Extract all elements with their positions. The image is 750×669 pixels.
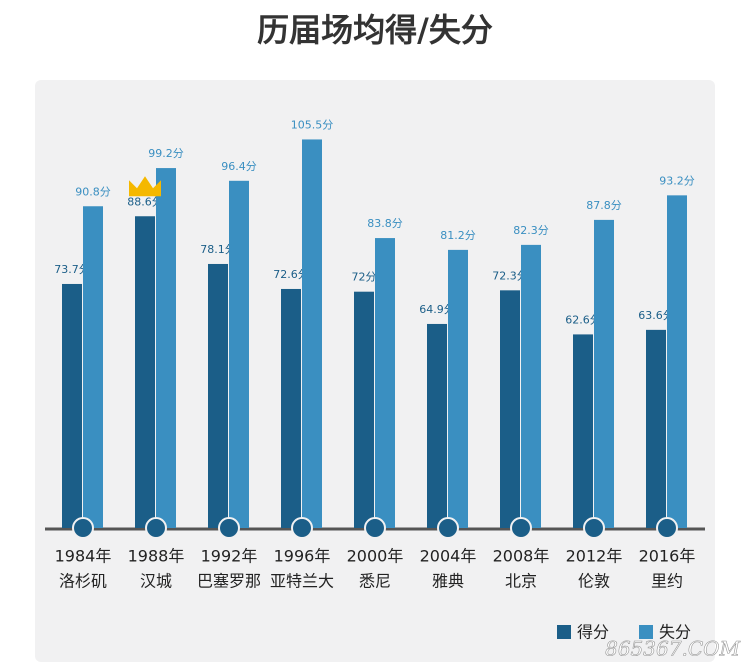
value-label: 105.5分 xyxy=(291,118,334,131)
value-label: 64.9分 xyxy=(419,303,455,316)
legend-label: 失分 xyxy=(659,623,691,642)
bar xyxy=(667,195,687,528)
bar xyxy=(229,180,249,528)
bar xyxy=(521,244,541,528)
value-label: 73.7分 xyxy=(54,263,90,276)
axis-dot xyxy=(364,517,386,539)
axis-dot xyxy=(437,517,459,539)
bar xyxy=(83,206,103,528)
x-tick-label: 2004年 xyxy=(420,547,477,566)
axis-dot xyxy=(145,517,167,539)
value-label: 72.3分 xyxy=(492,269,528,282)
x-tick-label: 1992年 xyxy=(201,547,258,566)
value-label: 78.1分 xyxy=(200,243,236,256)
axis-dot xyxy=(510,517,532,539)
x-tick-label: 2008年 xyxy=(493,547,550,566)
x-tick-label: 亚特兰大 xyxy=(270,572,334,591)
chart-title: 历届场均得/失分 xyxy=(257,11,493,49)
value-label: 87.8分 xyxy=(586,199,622,212)
bar xyxy=(354,291,374,528)
bar xyxy=(573,334,593,528)
value-label: 96.4分 xyxy=(221,160,257,173)
value-label: 99.2分 xyxy=(148,147,184,160)
axis-dot xyxy=(656,517,678,539)
x-tick-label: 1988年 xyxy=(128,547,185,566)
x-tick-label: 悉尼 xyxy=(359,572,391,591)
bar xyxy=(156,168,176,528)
value-label: 83.8分 xyxy=(367,217,403,230)
x-tick-label: 1996年 xyxy=(274,547,331,566)
legend-label: 得分 xyxy=(577,623,609,642)
x-tick-label: 伦敦 xyxy=(578,572,610,591)
value-label: 72.6分 xyxy=(273,268,309,281)
legend-swatch xyxy=(557,625,571,639)
value-label: 88.6分 xyxy=(127,195,163,208)
x-tick-label: 巴塞罗那 xyxy=(197,572,261,591)
legend-swatch xyxy=(639,625,653,639)
bar xyxy=(62,283,82,528)
bar xyxy=(281,288,301,528)
axis-dot xyxy=(72,517,94,539)
bar xyxy=(594,219,614,529)
value-label: 63.6分 xyxy=(638,309,674,322)
crown-icon xyxy=(129,176,161,197)
value-label: 90.8分 xyxy=(75,185,111,198)
axis-dot xyxy=(291,517,313,539)
x-tick-label: 洛杉矶 xyxy=(59,572,107,591)
bar xyxy=(448,249,468,528)
x-tick-label: 里约 xyxy=(651,572,683,591)
bar xyxy=(375,238,395,528)
bar xyxy=(208,263,228,528)
value-label: 72分 xyxy=(352,271,377,284)
value-label: 81.2分 xyxy=(440,229,476,242)
x-tick-label: 北京 xyxy=(505,572,537,591)
bar xyxy=(135,216,155,529)
x-tick-label: 1984年 xyxy=(55,547,112,566)
x-tick-label: 2000年 xyxy=(347,547,404,566)
axis-dot xyxy=(583,517,605,539)
bar xyxy=(646,329,666,528)
x-tick-label: 2016年 xyxy=(639,547,696,566)
axis-dot xyxy=(218,517,240,539)
bar xyxy=(427,323,447,528)
x-tick-label: 2012年 xyxy=(566,547,623,566)
bar xyxy=(302,139,322,528)
value-label: 93.2分 xyxy=(659,174,695,187)
watermark: 865367.COM xyxy=(605,637,740,661)
bar xyxy=(500,290,520,528)
value-label: 62.6分 xyxy=(565,313,601,326)
value-label: 82.3分 xyxy=(513,224,549,237)
x-tick-label: 汉城 xyxy=(140,572,172,591)
x-tick-label: 雅典 xyxy=(432,572,464,591)
